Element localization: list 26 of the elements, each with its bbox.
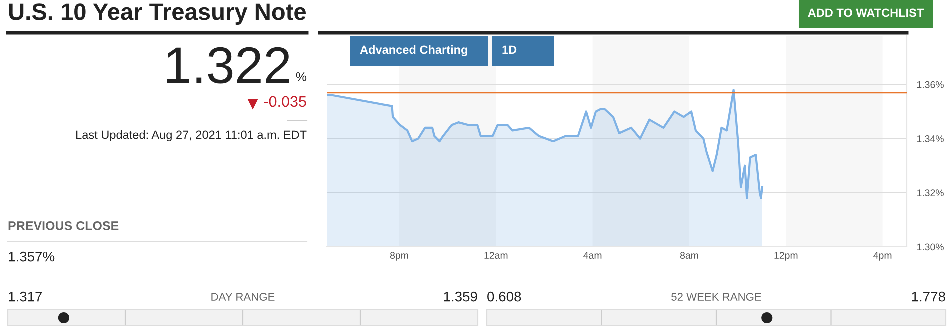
text: -0.035 bbox=[264, 96, 306, 108]
text: 52 WEEK RANGE bbox=[672, 293, 762, 301]
y-tick-label: 1.34% bbox=[917, 136, 944, 142]
text: 1.778 bbox=[912, 292, 946, 302]
y-tick-label: 1.32% bbox=[917, 190, 944, 197]
annotation: 1D bbox=[502, 46, 517, 54]
text: 1.317 bbox=[9, 292, 42, 302]
text: ADD TO WATCHLIST bbox=[808, 8, 924, 18]
x-tick-label: 4am bbox=[584, 252, 602, 259]
text: 1.359 bbox=[444, 292, 478, 302]
text: PREVIOUS CLOSE bbox=[8, 222, 119, 230]
x-tick-label: 8am bbox=[680, 252, 698, 259]
y-tick-label: 1.30% bbox=[917, 244, 944, 251]
text: DAY RANGE bbox=[212, 293, 275, 301]
x-tick-label: 12am bbox=[484, 252, 508, 259]
text: Last Updated: Aug 27, 2021 11:01 a.m. EDT bbox=[76, 130, 307, 142]
x-tick-label: 4pm bbox=[874, 252, 892, 261]
annotation: Advanced Charting bbox=[360, 45, 468, 57]
x-tick-label: 12pm bbox=[774, 252, 798, 261]
text: 0.608 bbox=[488, 292, 522, 302]
x-tick-label: 8pm bbox=[390, 252, 408, 261]
text: % bbox=[296, 72, 307, 82]
text: 1.322 bbox=[167, 47, 290, 84]
text: U.S. 10 Year Treasury Note bbox=[9, 4, 306, 26]
y-tick-label: 1.36% bbox=[917, 81, 944, 88]
text: 1.357% bbox=[9, 252, 55, 262]
